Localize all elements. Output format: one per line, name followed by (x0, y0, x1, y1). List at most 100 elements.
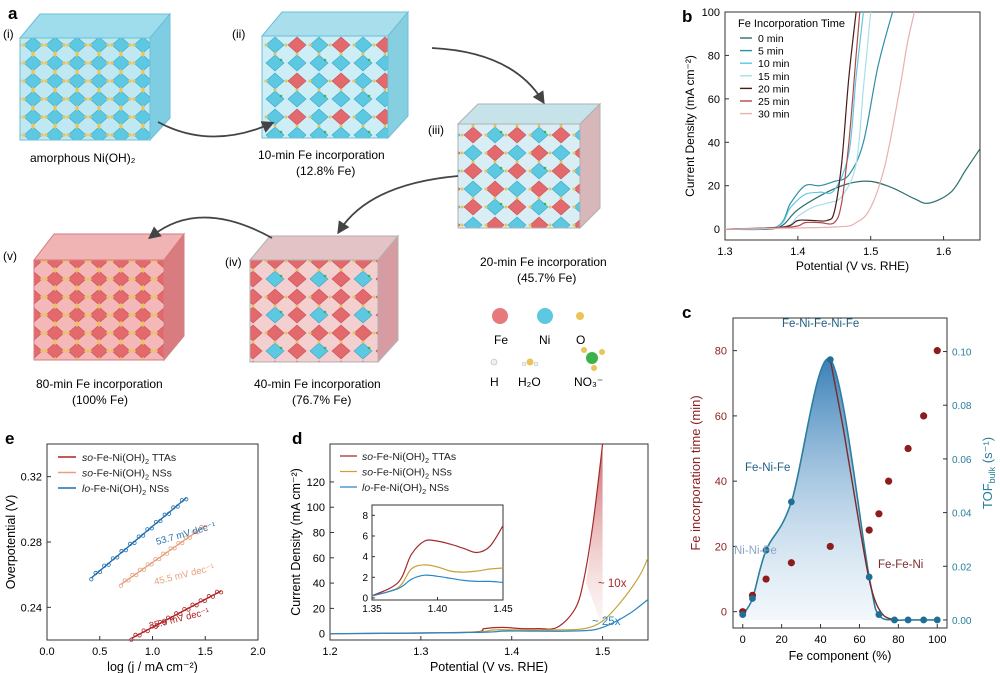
chart-c-ylabel-right-unit: (s⁻¹) (980, 437, 995, 467)
chart-c-annot-fenifenife: Fe-Ni-Fe-Ni-Fe (782, 318, 859, 330)
chart-d-ytick-label: 60 (313, 553, 325, 565)
chart-d-xlabel: Potential (V vs. RHE) (430, 660, 548, 673)
chart-c-tof-point (787, 498, 795, 506)
chart-c-ytick-left-label: 80 (715, 346, 727, 358)
chart-c-tof-point (749, 595, 756, 602)
chart-c-xtick-label: 60 (853, 634, 865, 646)
chart-d-ytick-label: 20 (313, 603, 325, 615)
chart-c-ytick-left-label: 20 (715, 541, 727, 553)
chart-c-tof-point (904, 616, 912, 624)
chart-c-ytick-right-label: 0.04 (952, 509, 972, 520)
legend-h2o: H₂O (518, 375, 541, 389)
chart-b-legend-title: Fe Incorporation Time (738, 18, 845, 30)
chart-e-xtick-label: 1.0 (145, 646, 160, 658)
chart-c-time-point (933, 347, 941, 355)
chart-e-legend-label-prefix: lo (82, 483, 90, 495)
crystal-ii-top (260, 11, 410, 37)
chart-b-frame (724, 11, 981, 241)
chart-c-annot-fenife: Fe-Ni-Fe (745, 462, 790, 474)
stage-iii-roman: (iii) (428, 123, 444, 137)
fe-atom-icon (492, 308, 508, 324)
chart-d-xtick-label: 1.3 (413, 646, 428, 658)
stage-iii: (iii) 20-min Fe incorporation (45.7% Fe) (428, 102, 607, 285)
chart-c-xtick-label: 20 (776, 634, 788, 646)
chart-c-time-point (875, 510, 883, 518)
stage-ii-roman: (ii) (232, 27, 245, 41)
legend-fe: Fe (494, 333, 508, 347)
chart-e-xtick-label: 2.0 (250, 646, 265, 658)
chart-e-legend-label-tail: NSs (146, 483, 169, 495)
panel-a-letter: a (8, 4, 18, 23)
chart-c-tof-point (891, 616, 898, 624)
ni-atom-icon (537, 308, 553, 324)
chart-e-fit-line (90, 497, 187, 579)
h2o-h1-icon (521, 361, 527, 367)
o-atom-icon (576, 312, 584, 320)
chart-d-inset-xtick-label: 1.40 (428, 604, 448, 615)
chart-e-xlabel: log (j / mA cm⁻²) (107, 660, 198, 673)
stage-i: (i) amorphous Ni(OH)₂ (3, 12, 172, 165)
panel-b: b 1.3 1.4 1.5 1.6 0 20 40 60 80 100 Potential (V v… (682, 7, 981, 273)
chart-d-ratio-band (586, 444, 603, 628)
chart-e-point (89, 577, 94, 582)
stage-iii-sub: (45.7% Fe) (517, 271, 576, 285)
chart-b-legend-label: 0 min (758, 33, 784, 45)
chart-c-time-point (865, 526, 873, 534)
chart-e-legend-label-tail: TTAs (149, 452, 176, 464)
chart-d-xtick-label: 1.5 (595, 646, 610, 658)
chart-e-legend-label-tail: NSs (149, 468, 172, 480)
chart-c-tof-point (739, 611, 747, 618)
chart-b-legend-label: 15 min (758, 71, 790, 83)
chart-c-xtick-label: 40 (814, 634, 826, 646)
chart-e-legend-label-rest: -Fe-Ni(OH) (93, 468, 145, 480)
chart-d-legend-label-sub: 2 (425, 456, 429, 465)
crystal-v-top (32, 233, 186, 261)
chart-b-series-line (725, 12, 864, 230)
chart-e-legend-label: so-Fe-Ni(OH)2 NSs (82, 468, 172, 482)
chart-d-legend-label: lo-Fe-Ni(OH)2 NSs (362, 482, 449, 496)
chart-e-legend-label: so-Fe-Ni(OH)2 TTAs (82, 452, 176, 466)
chart-d-inset-ytick-label: 0 (362, 593, 368, 604)
chart-d-ytick-label: 40 (313, 578, 325, 590)
panel-e: e 0.0 0.5 1.0 1.5 2.0 0.24 0.28 0.32 log (j / mA… (4, 429, 266, 673)
chart-b-series-line (725, 12, 857, 230)
chart-d-legend-label-tail: TTAs (429, 451, 456, 463)
chart-c: 0 20 40 60 80 100 0 20 40 60 80 0.00 0.02 0.04 0.06 0.0… (688, 317, 997, 663)
chart-b: 1.3 1.4 1.5 1.6 0 20 40 60 80 100 Potential (V vs.… (683, 7, 981, 273)
chart-e-ytick-label: 0.28 (21, 537, 42, 549)
chart-b-series-line (725, 12, 861, 230)
stage-ii-label: 10-min Fe incorporation (258, 148, 385, 162)
chart-c-ylabel-right: TOFbulk (s⁻¹) (980, 437, 997, 509)
panel-a: a (i) amorphous Ni(OH)₂ (ii) 10-min Fe i… (3, 4, 607, 407)
chart-b-xlabel: Potential (V vs. RHE) (796, 259, 909, 273)
chart-e-legend-label: lo-Fe-Ni(OH)2 NSs (82, 483, 169, 497)
chart-d-xtick-label: 1.2 (322, 646, 337, 658)
arrow-iv-v (148, 216, 273, 240)
chart-d-xtick-label: 1.4 (504, 646, 519, 658)
chart-e-xtick-label: 1.5 (198, 646, 213, 658)
chart-b-ytick-label: 0 (714, 224, 720, 236)
chart-c-xtick-label: 100 (928, 634, 946, 646)
stage-i-label: amorphous Ni(OH)₂ (30, 151, 136, 165)
stage-v: (v) 80-min Fe incorporation (100% Fe) (3, 232, 186, 407)
chart-e-slope-label: 35.9 mV dec⁻¹ (148, 606, 210, 632)
stage-iv-label: 40-min Fe incorporation (254, 377, 381, 391)
chart-d-lines (330, 444, 648, 635)
chart-d-annot-10x: ~ 10x (598, 578, 627, 590)
chart-b-ylabel: Current Density (mA cm⁻²) (683, 55, 697, 197)
chart-e-ylabel: Overpotential (V) (4, 495, 18, 589)
legend-no3: NO₃⁻ (574, 375, 603, 389)
chart-d-inset-ytick-label: 4 (362, 552, 368, 563)
chart-c-tof-point (920, 616, 928, 624)
chart-d-inset-line (371, 574, 504, 597)
chart-c-ytick-right-label: 0.10 (952, 348, 972, 359)
chart-b-legend-label: 5 min (758, 46, 784, 58)
chart-d-inset-xtick-label: 1.35 (362, 604, 382, 615)
chart-b-ytick-label: 80 (708, 50, 720, 62)
crystal-i-front (19, 37, 151, 141)
chart-c-time-point (826, 542, 834, 551)
chart-c-time-point (920, 412, 928, 420)
chart-e-point (118, 583, 123, 588)
